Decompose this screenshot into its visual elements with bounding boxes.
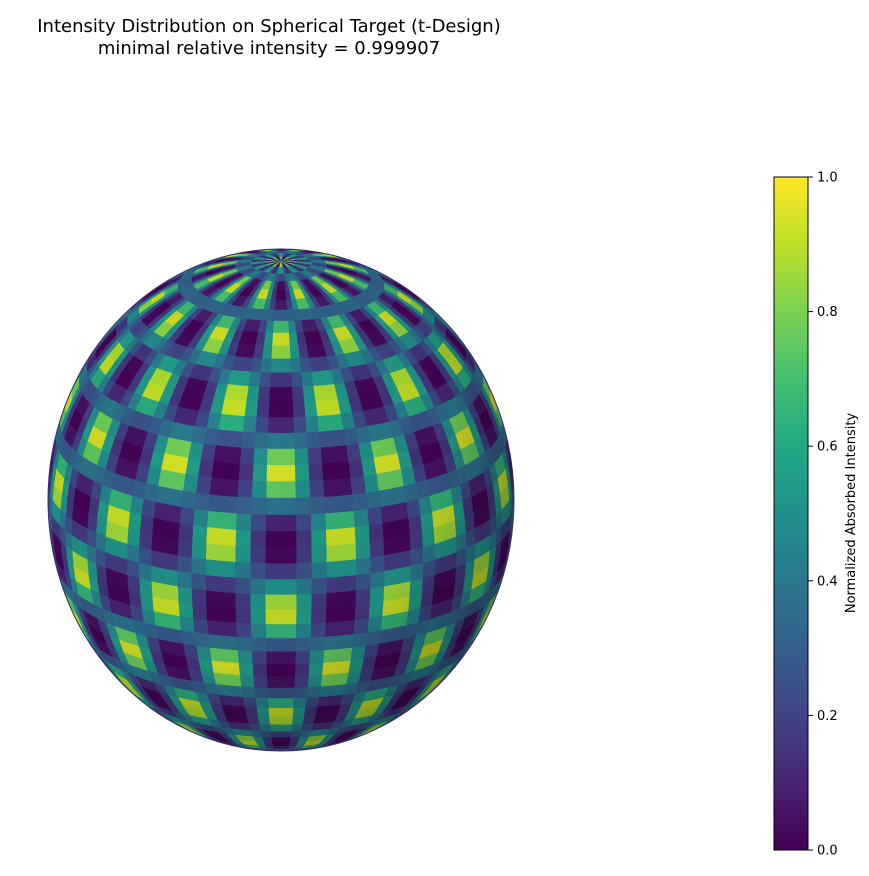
colorbar-tick-label: 0.0 (817, 844, 838, 859)
colorbar-label: Normalized Absorbed Intensity (844, 413, 859, 614)
colorbar-gradient (774, 177, 808, 850)
colorbar-tick-label: 1.0 (817, 171, 838, 186)
colorbar-tick-label: 0.8 (817, 305, 838, 320)
colorbar-tick-label: 0.4 (817, 574, 838, 589)
colorbar-tick-label: 0.6 (817, 440, 838, 455)
sphere-surface (47, 248, 515, 752)
chart-title: Intensity Distribution on Spherical Targ… (37, 16, 501, 37)
colorbar-frame (773, 176, 809, 851)
sphere-shading (48, 249, 514, 751)
colorbar: 0.0 0.2 0.4 0.6 0.8 1.0 Normalized Absorbed I… (773, 171, 859, 859)
sphere-outline (47, 248, 515, 752)
chart-subtitle: minimal relative intensity = 0.999907 (97, 38, 441, 59)
chart-title-block: Intensity Distribution on Spherical Targ… (0, 16, 538, 60)
colorbar-tick-label: 0.2 (817, 709, 838, 724)
